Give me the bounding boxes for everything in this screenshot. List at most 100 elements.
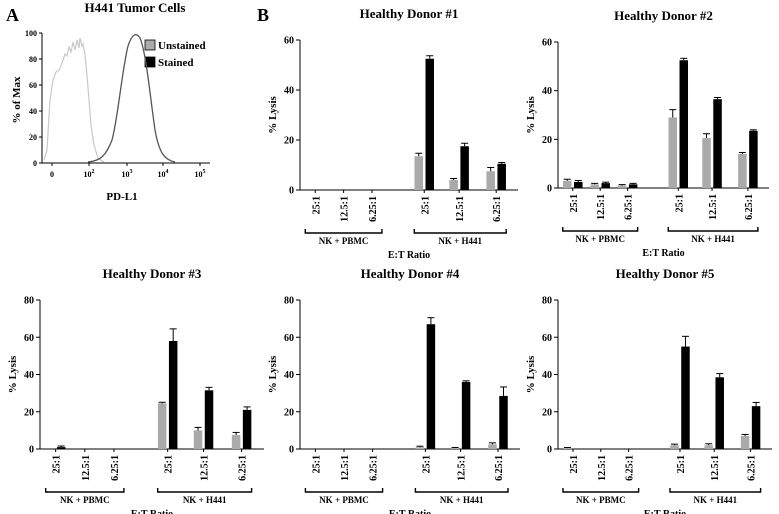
bar-stained (715, 377, 724, 449)
x-tick-label: 102 (84, 169, 95, 179)
group-bracket (44, 488, 125, 493)
y-tick-label: 20 (542, 407, 552, 418)
group-bracket (413, 229, 507, 234)
bar-stained (425, 58, 435, 190)
bar-unstained (193, 430, 203, 449)
bar-chart-donor-3: Healthy Donor #3 % Lysis 0 20 40 60 80 25:1 12.5… (7, 266, 264, 514)
x-tick-label: 25:1 (569, 194, 580, 212)
chart-title: H441 Tumor Cells (85, 0, 186, 15)
group-label: NK + PBMC (319, 236, 369, 246)
bar-stained (242, 409, 252, 449)
bar-unstained (704, 445, 713, 449)
y-tick-label: 20 (284, 136, 294, 147)
x-tick-label: 25:1 (676, 455, 687, 473)
bar-unstained (563, 448, 572, 449)
y-tick-label: 20 (542, 135, 552, 146)
bar-stained (56, 447, 66, 449)
legend-label-stained: Stained (158, 57, 193, 69)
y-tick-label: 80 (24, 296, 34, 307)
bar-unstained (670, 445, 679, 449)
x-tick-label: 12.5:1 (340, 196, 351, 222)
y-axis-label: % Lysis (525, 355, 537, 393)
y-tick-label: 60 (284, 333, 294, 344)
x-tick-label: 12.5:1 (710, 455, 721, 481)
x-axis-label: E:T Ratio (131, 509, 173, 514)
bar-unstained (563, 180, 572, 188)
x-tick-label: 25:1 (421, 455, 432, 473)
bar-unstained (617, 185, 627, 188)
x-tick-label: 0 (50, 170, 54, 179)
bar-unstained (590, 184, 599, 188)
group-label: NK + H441 (693, 495, 737, 505)
y-tick-label: 60 (24, 333, 34, 344)
panel-label-a: A (6, 5, 19, 25)
bar-stained (460, 146, 469, 190)
y-tick-label: 40 (542, 86, 552, 97)
group-label: NK + H441 (691, 234, 735, 244)
legend-swatch-unstained (144, 39, 156, 51)
group-bracket (414, 488, 509, 493)
y-tick-label: 60 (542, 333, 552, 344)
x-tick-label: 25:1 (674, 194, 685, 212)
x-tick-label: 25:1 (569, 455, 580, 473)
x-tick-label: 6.25:1 (624, 194, 635, 220)
y-tick-label: 60 (29, 81, 37, 90)
x-tick-label: 12.5:1 (200, 455, 211, 481)
x-tick-label: 6.25:1 (238, 455, 249, 481)
legend-label-unstained: Unstained (158, 40, 206, 52)
y-tick-label: 100 (25, 29, 37, 38)
y-tick-label: 20 (284, 407, 294, 418)
y-tick-label: 0 (289, 186, 294, 197)
x-tick-label: 12.5:1 (708, 194, 719, 220)
x-tick-label: 25:1 (52, 455, 63, 473)
bar-unstained (415, 447, 425, 449)
x-axis-label: E:T Ratio (644, 509, 686, 514)
y-tick-label: 40 (284, 86, 294, 97)
bar-chart-donor-2: Healthy Donor #2 % Lysis 0 20 40 60 25:1 12.5:1… (525, 8, 769, 259)
bar-stained (601, 183, 610, 188)
bar-unstained (450, 448, 460, 449)
x-tick-label: 25:1 (164, 455, 175, 473)
bar-unstained (702, 138, 711, 188)
group-label: NK + PBMC (319, 495, 369, 505)
bar-unstained (449, 180, 458, 190)
x-tick-label: 12.5:1 (455, 196, 466, 222)
histogram-chart: H441 Tumor Cells % of Max PD-L1 Unstaine… (11, 0, 210, 203)
x-tick-label: 6.25:1 (494, 455, 505, 481)
y-tick-label: 60 (542, 38, 552, 49)
x-tick-label: 103 (122, 169, 133, 179)
y-axis-label: % Lysis (267, 95, 279, 133)
y-axis-label: % Lysis (525, 95, 537, 133)
x-tick-label: 12.5:1 (597, 455, 608, 481)
bar-stained (751, 406, 761, 449)
group-label: NK + PBMC (576, 495, 626, 505)
x-tick-label: 12.5:1 (596, 194, 607, 220)
x-tick-label: 6.25:1 (747, 455, 758, 481)
y-tick-label: 80 (284, 296, 294, 307)
x-tick-label: 6.25:1 (744, 194, 755, 220)
bar-stained (168, 340, 178, 449)
bar-unstained (738, 153, 747, 188)
x-axis-label: E:T Ratio (389, 509, 431, 514)
bar-chart-donor-1: Healthy Donor #1 % Lysis 0 20 40 60 25:1 12.5:1… (267, 6, 518, 261)
x-tick-label: 6.25:1 (368, 196, 379, 222)
bar-stained (204, 390, 214, 449)
group-label: NK + PBMC (575, 234, 625, 244)
histogram-curve-unstained (43, 37, 105, 163)
y-axis-label: % Lysis (267, 355, 279, 393)
bar-stained (628, 184, 638, 188)
chart-title: Healthy Donor #1 (360, 6, 459, 21)
chart-title: Healthy Donor #3 (103, 266, 202, 281)
y-tick-label: 0 (33, 159, 37, 168)
x-tick-label: 25:1 (311, 455, 322, 473)
x-axis-label: E:T Ratio (642, 248, 684, 259)
chart-title: Healthy Donor #5 (616, 266, 715, 281)
y-tick-label: 0 (29, 445, 34, 456)
bar-unstained (414, 156, 424, 190)
bar-unstained (668, 117, 678, 188)
group-bracket (156, 488, 253, 493)
y-tick-label: 20 (24, 407, 34, 418)
x-tick-label: 25:1 (420, 196, 431, 214)
x-tick-label: 6.25:1 (492, 196, 503, 222)
y-tick-label: 40 (29, 107, 37, 116)
